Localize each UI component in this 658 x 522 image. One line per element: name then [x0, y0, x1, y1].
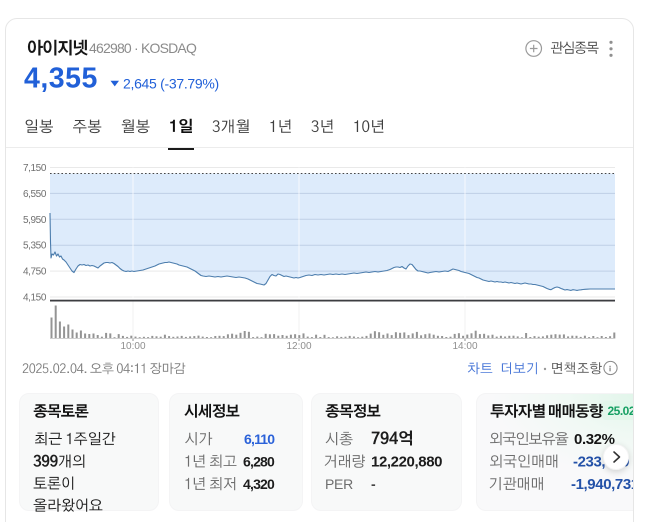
svg-text:5,950: 5,950	[23, 215, 47, 226]
svg-text:2,645 (-37.79%): 2,645 (-37.79%)	[123, 76, 219, 92]
svg-text:-: -	[371, 476, 376, 492]
svg-text:4,150: 4,150	[23, 293, 47, 304]
svg-text:7,150: 7,150	[23, 163, 47, 174]
svg-text:6,110: 6,110	[244, 431, 275, 447]
svg-text:PER: PER	[325, 476, 353, 492]
svg-text:4,750: 4,750	[23, 267, 47, 278]
svg-text:5,350: 5,350	[23, 241, 47, 252]
svg-text:0.32%: 0.32%	[574, 431, 615, 448]
svg-text:12:00: 12:00	[286, 341, 311, 352]
svg-text:6,280: 6,280	[243, 454, 275, 470]
svg-text:6,550: 6,550	[23, 189, 47, 200]
svg-text:14:00: 14:00	[452, 341, 477, 352]
svg-text:12,220,880: 12,220,880	[371, 454, 442, 471]
svg-text:10:00: 10:00	[120, 341, 145, 352]
svg-text:4,355: 4,355	[24, 63, 98, 95]
svg-text:25.02.04.: 25.02.04.	[608, 404, 634, 418]
svg-text:4,320: 4,320	[243, 476, 275, 492]
svg-text:-1,940,731: -1,940,731	[571, 476, 633, 493]
svg-text:462980 · KOSDAQ: 462980 · KOSDAQ	[89, 40, 197, 56]
